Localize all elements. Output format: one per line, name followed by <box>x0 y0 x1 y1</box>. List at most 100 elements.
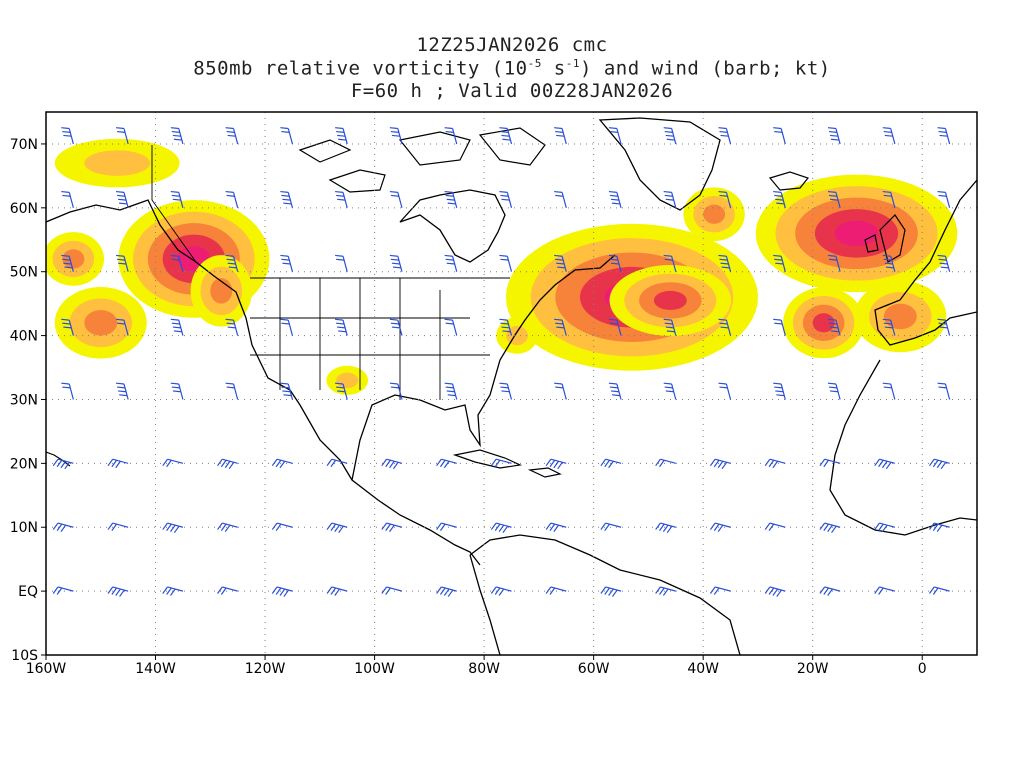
vorticity-contour <box>812 313 835 333</box>
wind-barb <box>709 522 731 533</box>
coastlines <box>46 117 977 655</box>
wind-barb <box>554 254 567 272</box>
lon-label: 120W <box>245 661 286 677</box>
wind-barb <box>600 522 622 531</box>
wind-barb <box>773 190 786 208</box>
wind-barb <box>280 190 294 208</box>
vorticity-contour <box>834 220 879 247</box>
wind-barb <box>499 254 513 272</box>
wind-barb <box>827 254 841 272</box>
lat-label: 20N <box>10 456 38 472</box>
lon-label: 20W <box>797 661 829 677</box>
wind-barb <box>52 522 74 533</box>
wind-barb <box>381 522 403 533</box>
lon-label: 160W <box>26 661 67 677</box>
wind-barb <box>389 254 403 272</box>
wind-barb <box>225 382 239 400</box>
wind-barb <box>663 254 677 272</box>
lat-label: 10S <box>11 648 38 664</box>
wind-barb <box>225 318 239 336</box>
wind-barb <box>874 522 896 533</box>
wind-barb <box>326 586 348 596</box>
wind-barb <box>335 190 348 208</box>
wind-barb <box>335 318 348 336</box>
wind-barb <box>381 586 403 595</box>
wind-barb <box>225 190 239 208</box>
wind-barbs <box>52 127 951 597</box>
wind-barb <box>773 254 786 272</box>
lat-label: 50N <box>10 265 38 281</box>
wind-barb <box>326 522 348 534</box>
latitude-labels: 70N 60N 50N 40N 30N 20N 10N EQ 10S <box>10 137 46 664</box>
wind-barb <box>436 458 457 469</box>
wind-barb <box>554 318 567 336</box>
wind-barb <box>709 586 731 595</box>
wind-barb <box>718 382 732 400</box>
wind-barb <box>61 254 74 272</box>
wind-barb <box>882 318 896 336</box>
lon-label: 0 <box>918 661 927 677</box>
wind-barb <box>764 586 786 597</box>
title-line-3: F=60 h ; Valid 00Z28JAN2026 <box>350 80 674 102</box>
wind-barb <box>107 458 129 469</box>
wind-barb <box>162 586 184 596</box>
wind-barb <box>937 382 951 400</box>
wind-barb <box>545 522 567 533</box>
wind-barb <box>937 190 951 208</box>
wind-barb <box>381 458 403 470</box>
wind-barb <box>928 522 950 533</box>
lon-label: 140W <box>135 661 176 677</box>
wind-barb <box>115 318 129 336</box>
wind-barb <box>764 458 786 469</box>
wind-barb <box>162 522 184 534</box>
title-line-1: 12Z25JAN2026 cmc <box>416 34 608 56</box>
wind-barb <box>280 382 294 400</box>
wind-barb <box>52 458 74 470</box>
wind-barb <box>773 127 786 145</box>
lat-label: 60N <box>10 201 38 217</box>
wind-barb <box>444 127 458 145</box>
wind-barb <box>170 127 184 145</box>
wind-barb <box>663 318 677 336</box>
wind-barb <box>115 254 129 272</box>
wind-barb <box>608 318 622 336</box>
wind-barb <box>937 318 951 336</box>
wind-barb <box>217 522 238 533</box>
wind-barb <box>663 382 677 400</box>
wind-barb <box>444 382 458 400</box>
wind-barb <box>280 127 294 145</box>
wind-barb <box>335 254 348 272</box>
wind-barb <box>170 318 184 336</box>
title-line-2: 850mb relative vorticity (10-5 s-1) and … <box>193 57 831 80</box>
longitude-labels: 160W 140W 120W 100W 80W 60W 40W 20W 0 <box>26 655 927 677</box>
wind-barb <box>554 190 567 208</box>
wind-barb <box>600 458 622 469</box>
wind-barb <box>608 254 622 272</box>
wind-barb <box>718 127 732 145</box>
wind-barb <box>882 190 896 208</box>
wind-barb <box>170 382 184 400</box>
wind-barb <box>937 254 951 272</box>
wind-barb <box>389 127 403 145</box>
wind-barb <box>545 458 567 470</box>
wind-barb <box>444 254 458 272</box>
wind-barb <box>115 382 129 400</box>
wind-barb <box>545 586 567 595</box>
wind-barb <box>608 190 622 208</box>
lon-label: 40W <box>687 661 719 677</box>
wind-barb <box>170 254 184 272</box>
vorticity-contour <box>62 249 85 269</box>
lat-label: 70N <box>10 137 38 153</box>
lat-label: 30N <box>10 392 38 408</box>
wind-barb <box>554 127 567 145</box>
wind-barb <box>61 318 74 336</box>
wind-barb <box>937 127 951 145</box>
wind-barb <box>444 190 458 208</box>
wind-barb <box>764 522 786 531</box>
wind-barb <box>271 586 293 597</box>
wind-barb <box>61 127 74 145</box>
wind-barb <box>718 254 732 272</box>
wind-barb <box>819 586 841 596</box>
wind-barb <box>389 318 403 336</box>
